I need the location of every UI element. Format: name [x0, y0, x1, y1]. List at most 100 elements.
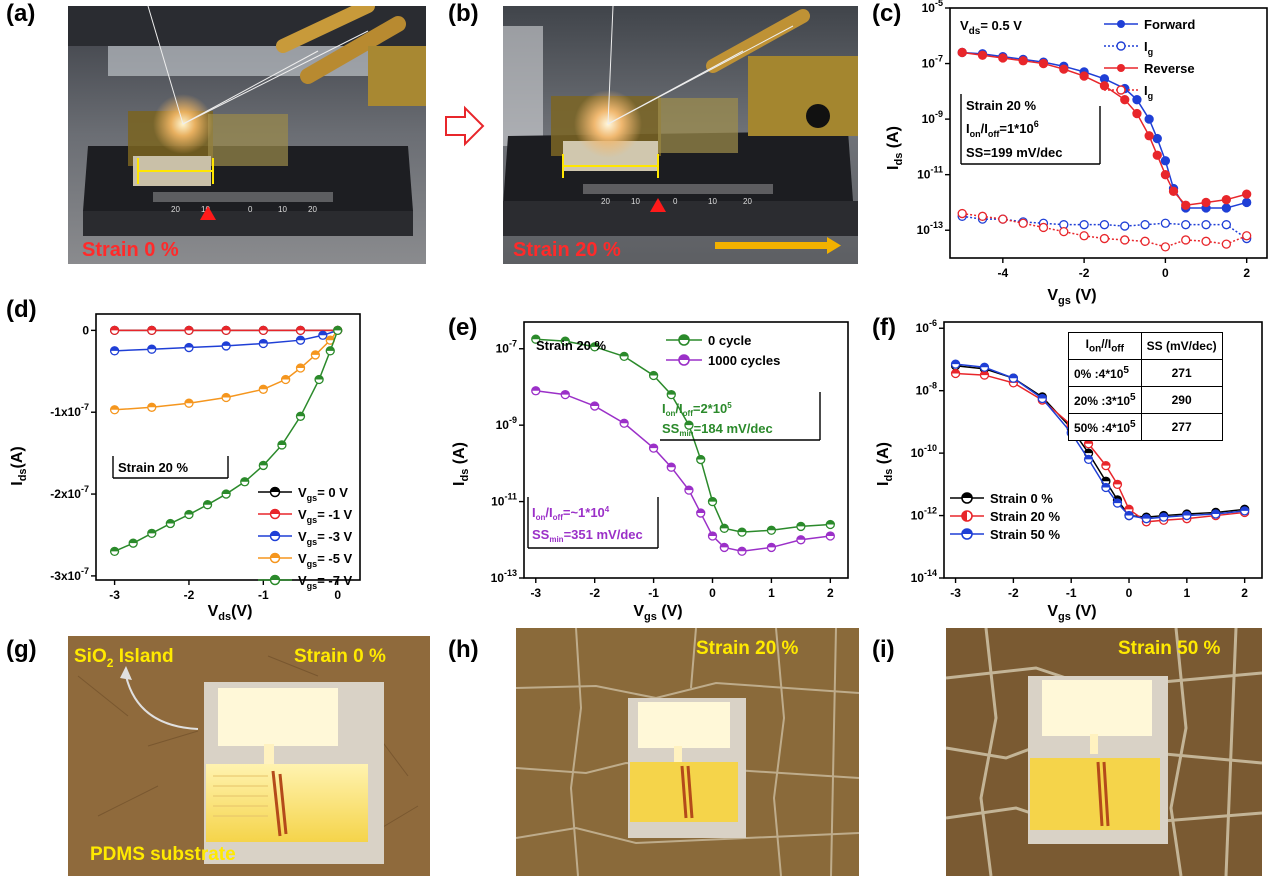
panel-label-h: (h) [448, 636, 479, 663]
micrograph-h: Strain 20 % [516, 628, 859, 876]
d-data-point-fill [184, 510, 193, 515]
d-data-point-fill [259, 461, 268, 466]
c-data-point [1079, 71, 1089, 81]
c-data-point [1242, 231, 1252, 241]
panel-label-b: (b) [448, 0, 479, 27]
c-data-point [1144, 114, 1154, 124]
d-legend-label: Vgs= 0 V [298, 485, 348, 503]
d-data-point-fill [184, 326, 193, 331]
f-legend: Strain 0 % Strain 20 % Strain 50 % [950, 491, 1061, 542]
e-ytick-label: 10-7 [496, 339, 517, 356]
f-plot-frame [943, 321, 1263, 579]
e-xtick-label: 2 [827, 586, 834, 600]
e-data-point-fill [684, 486, 693, 491]
marker-triangle-icon [200, 206, 216, 220]
d-ytick-label: -1x10-7 [50, 402, 89, 419]
c-ytick-label: 10-7 [922, 54, 943, 71]
ruler-a-4: 20 [308, 205, 317, 214]
c-data-point [1221, 239, 1232, 249]
c-data-point [1152, 133, 1162, 144]
d-data-point-fill [222, 326, 231, 331]
c-data-point [1221, 195, 1232, 205]
d-data-point-fill [277, 440, 286, 445]
d-xtick-label: -2 [184, 588, 195, 602]
svg-text:Strain 20 %: Strain 20 % [966, 98, 1037, 113]
e-xlabel: Vgs (V) [633, 603, 682, 623]
e-data-point-fill [667, 390, 676, 395]
ruler-b-2: 0 [673, 197, 678, 206]
e-plot-frame [523, 321, 849, 579]
c-data-point [1132, 95, 1142, 105]
d-data-point-fill [311, 350, 320, 355]
c-legend: Forward Ig Reverse Ig [1104, 17, 1195, 101]
e-data-point-fill [684, 421, 693, 426]
panel-label-a: (a) [6, 0, 36, 27]
f-xtick-label: -2 [1008, 586, 1019, 600]
d-data-point-fill [259, 385, 268, 390]
ruler-b-1: 10 [631, 197, 640, 206]
f-xtick-label: 2 [1241, 586, 1248, 600]
c-data-point [1242, 189, 1252, 199]
d-data-point-fill [147, 529, 156, 534]
c-data-point [1079, 231, 1089, 241]
c-data-point [1059, 64, 1069, 74]
c-xtick-label: 0 [1162, 266, 1169, 280]
d-data-point-fill [129, 539, 138, 544]
c-data-point [1079, 220, 1089, 230]
f-ytick-label: 10-14 [911, 568, 937, 585]
g-substrate-label: PDMS substrate [90, 844, 236, 865]
f-data-point-fill [1159, 513, 1168, 518]
d-legend-marker-fill [270, 553, 280, 558]
e-ytick-label: 10-13 [491, 568, 517, 585]
ruler-a-2: 0 [248, 205, 253, 214]
d-data-point-fill [240, 477, 249, 482]
e-data-point-fill [649, 371, 658, 376]
d-series-line [114, 329, 339, 411]
d-ytick-label: -3x10-7 [50, 566, 89, 583]
right-arrow-icon [445, 105, 485, 147]
c-data-point [977, 50, 988, 60]
c-data-point [1201, 197, 1211, 208]
c-xlabel: Vgs (V) [1047, 287, 1096, 307]
d-xtick-label: -3 [109, 588, 120, 602]
panel-label-c: (c) [872, 0, 902, 27]
f-xtick-label: -3 [950, 586, 961, 600]
d-data-point-fill [333, 326, 342, 331]
c-data-point [1221, 203, 1232, 213]
f-data-point-fill [1125, 505, 1134, 510]
f-data-point-fill [1125, 511, 1134, 516]
d-data-point-fill [147, 403, 156, 408]
svg-text:Strain 20 %: Strain 20 % [990, 509, 1061, 524]
panel-label-i: (i) [872, 636, 895, 663]
d-data-point-fill [318, 331, 327, 336]
svg-text:Ig: Ig [1144, 39, 1153, 57]
d-data-point-fill [259, 339, 268, 344]
e-series-line [535, 390, 831, 553]
d-xtick-label: -1 [258, 588, 269, 602]
f-data-point-fill [1084, 455, 1093, 460]
c-data-point [998, 214, 1008, 224]
c-data-point [1140, 220, 1150, 230]
c-series-line [962, 215, 1248, 240]
c-xtick-label: -4 [997, 266, 1008, 280]
e-data-point-fill [561, 390, 570, 395]
svg-text:Strain 0 %: Strain 0 % [990, 491, 1053, 506]
e-ytick-label: 10-11 [491, 492, 517, 509]
c-data-point [957, 47, 967, 58]
ruler-b-4: 20 [743, 197, 752, 206]
f-ytick-label: 10-10 [911, 443, 937, 460]
f-data-point-fill [1142, 514, 1151, 519]
strain-label-b: Strain 20 % [513, 239, 621, 261]
e-data-point-fill [737, 528, 746, 533]
e-data-point-fill [767, 526, 776, 531]
c-data-point [1168, 186, 1179, 196]
photo-b: 20 10 0 10 20 Strain 20 % [503, 6, 858, 264]
c-data-point [1160, 170, 1171, 180]
ruler-b-3: 10 [708, 197, 717, 206]
d-data-point-fill [147, 345, 156, 350]
e-box-1000cycles: Ion/Ioff=~1*104 SSmin=351 mV/dec [527, 497, 659, 549]
e-title: Strain 20 % [536, 338, 607, 353]
panel-label-f: (f) [872, 314, 896, 341]
